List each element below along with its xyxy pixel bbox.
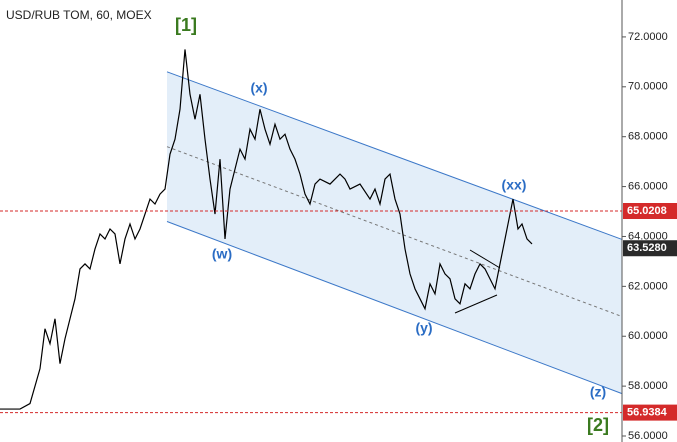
channel-upper	[166, 71, 623, 240]
price-label: 63.5280	[627, 242, 667, 254]
price-label: 65.0208	[627, 205, 667, 217]
y-tick-label: 62.0000	[628, 280, 668, 292]
triangle-line	[469, 249, 501, 269]
wave-label: (y)	[415, 320, 432, 336]
plot-area	[0, 49, 623, 410]
wave-label: [2]	[587, 415, 609, 435]
price-label-box	[623, 404, 677, 421]
price-label-box	[623, 203, 677, 220]
channel-lower	[166, 221, 623, 395]
wave-label: (x)	[250, 80, 267, 96]
triangle-line	[454, 294, 498, 314]
y-tick-label: 72.0000	[628, 31, 668, 43]
price-label-box	[623, 240, 677, 257]
y-tick-label: 66.0000	[628, 180, 668, 192]
y-tick-label: 60.0000	[628, 330, 668, 342]
y-tick-label: 56.0000	[628, 430, 668, 442]
wave-label: (w)	[212, 246, 232, 262]
wave-label: [1]	[175, 15, 197, 35]
price-line	[0, 49, 533, 410]
wave-label: (xx)	[502, 177, 527, 193]
y-tick-label: 64.0000	[628, 230, 668, 242]
price-label: 56.9384	[627, 407, 668, 419]
y-tick-label: 70.0000	[628, 81, 668, 93]
y-tick-label: 68.0000	[628, 131, 668, 143]
channel-middle	[166, 146, 623, 318]
wave-label: (z)	[590, 384, 606, 400]
channel-fill	[167, 71, 622, 394]
y-tick-label: 58.0000	[628, 380, 668, 392]
chart-title: USD/RUB TOM, 60, MOEX	[6, 8, 152, 22]
